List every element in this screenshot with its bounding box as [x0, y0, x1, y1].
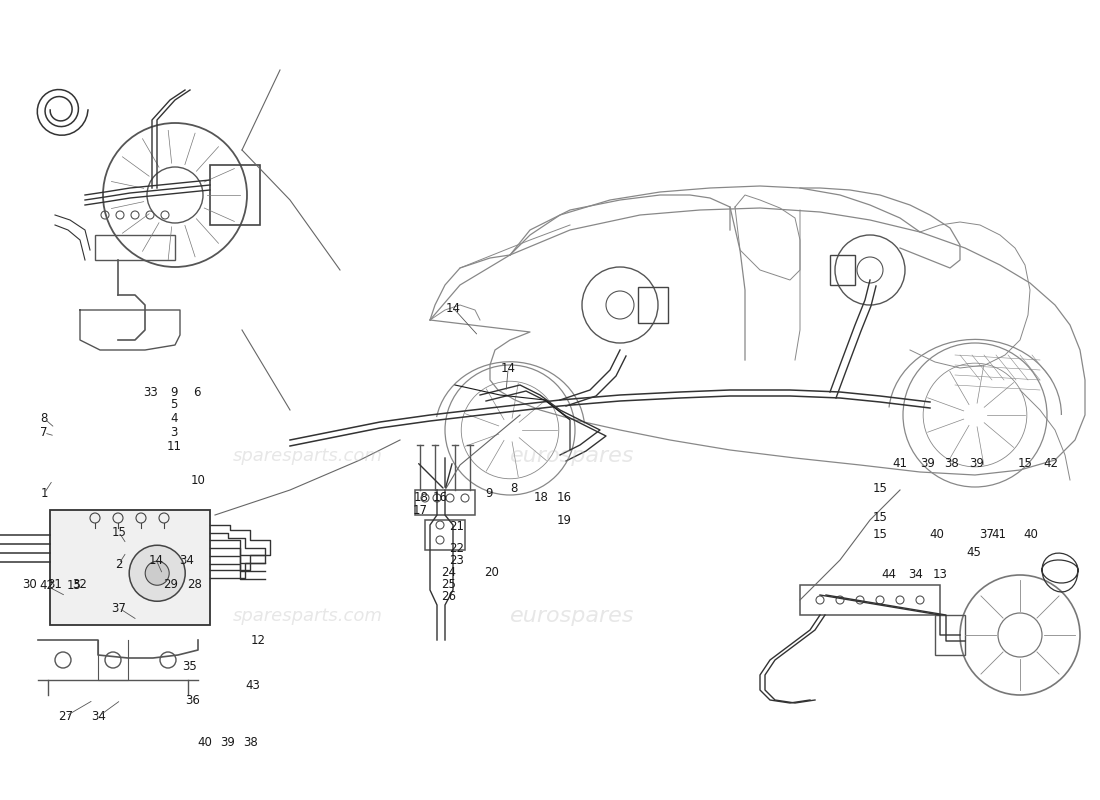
Text: 40: 40: [930, 528, 945, 541]
Bar: [210, 165, 260, 225]
Text: 28: 28: [187, 578, 202, 590]
Text: 20: 20: [484, 566, 499, 579]
Text: 18: 18: [534, 491, 549, 504]
Text: 2: 2: [116, 558, 122, 570]
Text: 42: 42: [40, 579, 55, 592]
Text: 14: 14: [446, 302, 461, 314]
Bar: [50, 510, 210, 625]
Text: 38: 38: [944, 458, 959, 470]
Text: 27: 27: [58, 710, 74, 722]
Text: 41: 41: [892, 458, 907, 470]
Text: 8: 8: [41, 412, 47, 425]
Text: 35: 35: [182, 660, 197, 673]
Text: 37: 37: [979, 528, 994, 541]
Text: 41: 41: [991, 528, 1006, 541]
Text: eurospares: eurospares: [509, 606, 635, 626]
Text: 9: 9: [486, 487, 493, 500]
Text: 29: 29: [163, 578, 178, 590]
Text: 32: 32: [72, 578, 87, 590]
Bar: [830, 255, 855, 285]
Text: 13: 13: [933, 568, 948, 581]
Text: 7: 7: [41, 426, 47, 439]
Text: 34: 34: [908, 568, 923, 581]
Text: 36: 36: [185, 694, 200, 706]
Text: 17: 17: [412, 504, 428, 517]
Bar: [800, 585, 940, 615]
Text: 14: 14: [500, 362, 516, 374]
Text: sparesparts.com: sparesparts.com: [233, 447, 383, 465]
Text: 10: 10: [190, 474, 206, 487]
Text: 40: 40: [197, 736, 212, 749]
Text: 45: 45: [966, 546, 981, 558]
Text: 6: 6: [194, 386, 200, 398]
Bar: [415, 490, 475, 515]
Text: 26: 26: [441, 590, 456, 602]
Text: 15: 15: [111, 526, 126, 538]
Text: sparesparts.com: sparesparts.com: [233, 607, 383, 625]
Text: 37: 37: [111, 602, 126, 614]
Text: 34: 34: [179, 554, 195, 566]
Text: 16: 16: [432, 491, 448, 504]
Text: 19: 19: [557, 514, 572, 526]
Bar: [425, 520, 465, 550]
Text: 40: 40: [1023, 528, 1038, 541]
Text: 12: 12: [251, 634, 266, 646]
Text: 15: 15: [66, 579, 81, 592]
Text: 15: 15: [1018, 458, 1033, 470]
Text: 34: 34: [91, 710, 107, 722]
Text: 42: 42: [1043, 458, 1058, 470]
Text: 15: 15: [872, 482, 888, 494]
Text: 30: 30: [22, 578, 37, 590]
Text: 33: 33: [143, 386, 158, 398]
Text: 25: 25: [441, 578, 456, 590]
Text: 9: 9: [170, 386, 177, 398]
Text: 11: 11: [166, 440, 182, 453]
Circle shape: [145, 562, 169, 586]
Text: 4: 4: [170, 412, 177, 425]
Text: 24: 24: [441, 566, 456, 579]
Text: 15: 15: [872, 511, 888, 524]
Bar: [638, 287, 668, 323]
Text: 8: 8: [510, 482, 517, 494]
Text: 1: 1: [41, 487, 47, 500]
Text: 5: 5: [170, 398, 177, 410]
Circle shape: [129, 546, 185, 602]
Text: 44: 44: [881, 568, 896, 581]
Bar: [935, 615, 965, 655]
Bar: [95, 235, 175, 260]
Text: 31: 31: [47, 578, 63, 590]
Text: 39: 39: [920, 458, 935, 470]
Text: 39: 39: [220, 736, 235, 749]
Text: 3: 3: [170, 426, 177, 439]
Text: 22: 22: [449, 542, 464, 554]
Text: eurospares: eurospares: [509, 446, 635, 466]
Text: 14: 14: [148, 554, 164, 566]
Text: 21: 21: [449, 520, 464, 533]
Text: 16: 16: [557, 491, 572, 504]
Text: 38: 38: [243, 736, 258, 749]
Text: 43: 43: [245, 679, 261, 692]
Text: 18: 18: [414, 491, 429, 504]
Text: 23: 23: [449, 554, 464, 566]
Text: 15: 15: [872, 528, 888, 541]
Text: 39: 39: [969, 458, 984, 470]
